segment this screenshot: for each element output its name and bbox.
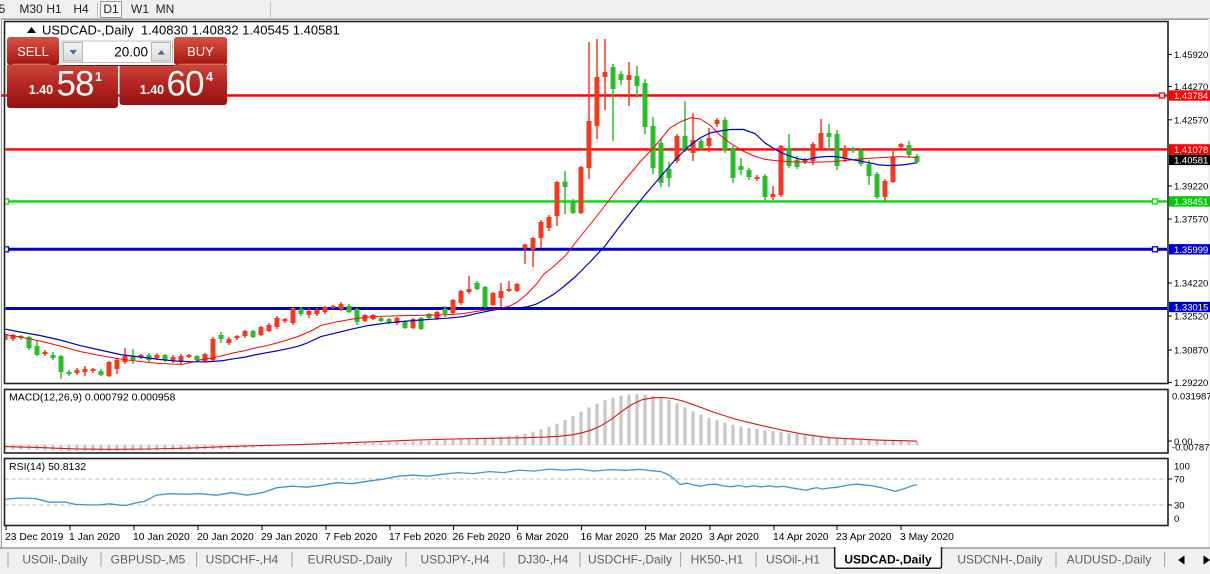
svg-text:USDCHF-,Daily: USDCHF-,Daily xyxy=(588,553,672,567)
svg-text:30: 30 xyxy=(1174,501,1185,512)
svg-text:60: 60 xyxy=(167,65,204,104)
svg-text:10 Jan 2020: 10 Jan 2020 xyxy=(133,532,190,543)
svg-text:100: 100 xyxy=(1174,462,1190,473)
svg-text:25 Mar 2020: 25 Mar 2020 xyxy=(645,532,703,543)
svg-text:3 May 2020: 3 May 2020 xyxy=(900,532,954,543)
svg-text:6 Mar 2020: 6 Mar 2020 xyxy=(517,532,569,543)
svg-text:4: 4 xyxy=(206,70,213,84)
svg-text:H4: H4 xyxy=(73,2,89,16)
svg-text:MN: MN xyxy=(156,2,175,16)
svg-text:USDCHF-,H4: USDCHF-,H4 xyxy=(206,553,279,567)
svg-text:1.40: 1.40 xyxy=(140,83,164,97)
svg-text:23 Apr 2020: 23 Apr 2020 xyxy=(836,532,892,543)
svg-text:DJ30-,H4: DJ30-,H4 xyxy=(518,553,569,567)
svg-text:H1: H1 xyxy=(46,2,62,16)
svg-text:0.00: 0.00 xyxy=(1174,437,1193,448)
svg-text:RSI(14) 50.8132: RSI(14) 50.8132 xyxy=(9,461,86,473)
svg-text:1.45920: 1.45920 xyxy=(1174,50,1208,61)
svg-text:1: 1 xyxy=(95,70,102,84)
svg-text:29 Jan 2020: 29 Jan 2020 xyxy=(261,532,318,543)
svg-text:1.44270: 1.44270 xyxy=(1174,82,1208,93)
svg-text:17 Feb 2020: 17 Feb 2020 xyxy=(389,532,447,543)
svg-text:0: 0 xyxy=(1174,514,1179,525)
svg-text:23 Dec 2019: 23 Dec 2019 xyxy=(5,532,64,543)
svg-text:7 Feb 2020: 7 Feb 2020 xyxy=(325,532,377,543)
svg-text:1.30870: 1.30870 xyxy=(1174,346,1208,357)
svg-text:D1: D1 xyxy=(103,2,119,16)
svg-text:USDJPY-,H4: USDJPY-,H4 xyxy=(421,553,490,567)
svg-text:1.42570: 1.42570 xyxy=(1174,115,1208,126)
svg-text:16 Mar 2020: 16 Mar 2020 xyxy=(581,532,639,543)
svg-text:1.32520: 1.32520 xyxy=(1174,312,1208,323)
svg-text:1 Jan 2020: 1 Jan 2020 xyxy=(69,532,120,543)
svg-text:14 Apr 2020: 14 Apr 2020 xyxy=(773,532,829,543)
svg-text:5: 5 xyxy=(0,2,6,16)
svg-text:70: 70 xyxy=(1174,475,1185,486)
svg-text:1.34220: 1.34220 xyxy=(1174,279,1208,290)
svg-text:1.38451: 1.38451 xyxy=(1174,197,1208,208)
svg-text:USOil-,Daily: USOil-,Daily xyxy=(22,553,87,567)
svg-text:EURUSD-,Daily: EURUSD-,Daily xyxy=(308,553,393,567)
svg-text:-0.007875: -0.007875 xyxy=(1172,443,1210,454)
svg-text:0.031987: 0.031987 xyxy=(1172,392,1210,403)
svg-text:BUY: BUY xyxy=(187,44,214,59)
svg-text:1.41078: 1.41078 xyxy=(1174,145,1208,156)
svg-text:1.35999: 1.35999 xyxy=(1174,245,1208,256)
svg-text:USDCAD-,Daily 1.40830 1.40832: USDCAD-,Daily 1.40830 1.40832 1.40545 1.… xyxy=(42,23,340,38)
svg-text:20.00: 20.00 xyxy=(114,45,148,60)
svg-text:W1: W1 xyxy=(131,2,149,16)
svg-text:USOil-,H1: USOil-,H1 xyxy=(766,553,820,567)
svg-text:1.40581: 1.40581 xyxy=(1174,155,1208,166)
svg-text:USDCNH-,Daily: USDCNH-,Daily xyxy=(957,553,1042,567)
svg-text:GBPUSD-,M5: GBPUSD-,M5 xyxy=(111,553,186,567)
svg-text:HK50-,H1: HK50-,H1 xyxy=(691,553,744,567)
svg-text:1.43784: 1.43784 xyxy=(1174,91,1208,102)
svg-text:1.29220: 1.29220 xyxy=(1174,378,1208,389)
svg-text:M30: M30 xyxy=(19,2,43,16)
svg-text:USDCAD-,Daily: USDCAD-,Daily xyxy=(844,553,932,567)
svg-text:1.39220: 1.39220 xyxy=(1174,182,1208,193)
svg-text:AUDUSD-,Daily: AUDUSD-,Daily xyxy=(1067,553,1152,567)
svg-text:26 Feb 2020: 26 Feb 2020 xyxy=(453,532,511,543)
svg-text:3 Apr 2020: 3 Apr 2020 xyxy=(709,532,759,543)
svg-text:1.37570: 1.37570 xyxy=(1174,215,1208,226)
svg-text:MACD(12,26,9) 0.000792 0.00095: MACD(12,26,9) 0.000792 0.000958 xyxy=(9,392,176,404)
svg-text:1.33015: 1.33015 xyxy=(1174,303,1208,314)
svg-text:20 Jan 2020: 20 Jan 2020 xyxy=(197,532,254,543)
svg-text:SELL: SELL xyxy=(17,44,49,59)
svg-text:1.40: 1.40 xyxy=(29,83,53,97)
svg-text:58: 58 xyxy=(57,65,94,104)
